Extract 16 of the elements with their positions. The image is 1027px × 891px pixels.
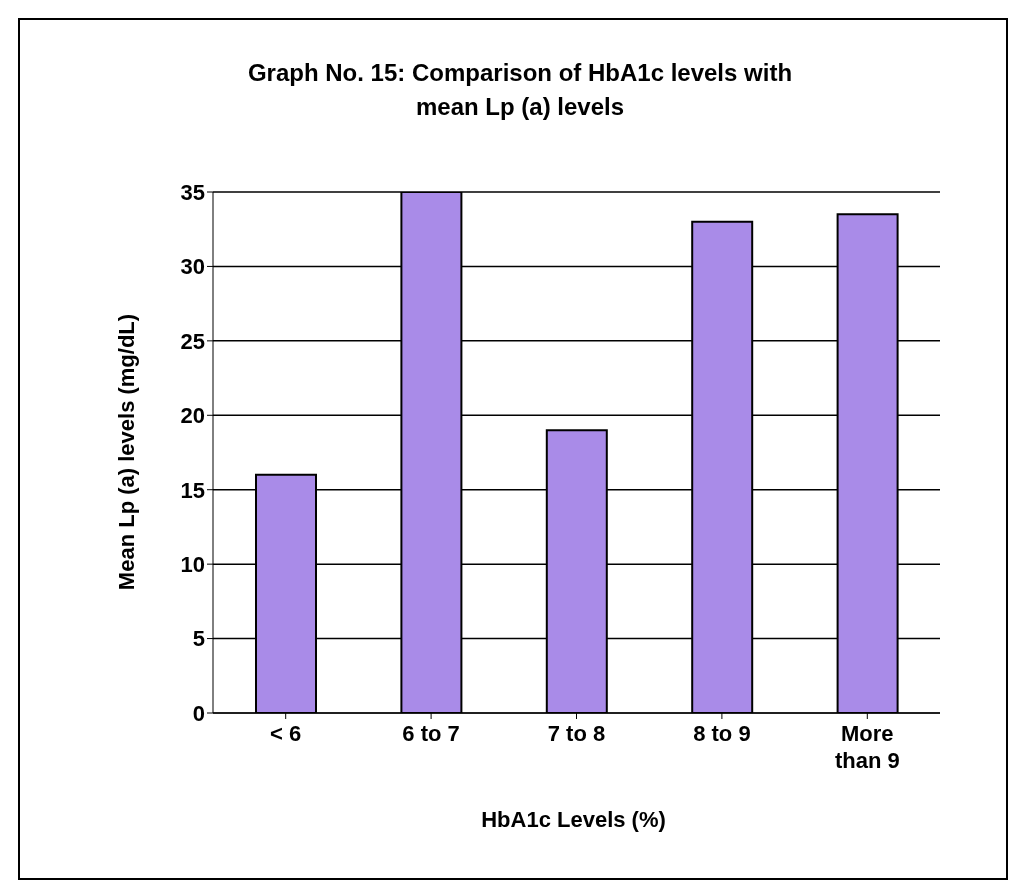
- y-tick-label: 0: [192, 700, 205, 726]
- x-tick-label: More than 9: [834, 721, 900, 773]
- y-tick-label: 25: [180, 328, 205, 354]
- x-tick-label: < 6: [270, 721, 302, 746]
- chart-title: Graph No. 15: Comparison of HbA1c levels with mean Lp (a) levels: [246, 58, 794, 122]
- y-tick-label: 10: [180, 551, 205, 577]
- y-axis-title: Mean Lp (a) levels (mg/dL): [114, 313, 140, 591]
- x-tick-label: 6 to 7: [402, 721, 460, 746]
- x-tick-label: 7 to 8: [547, 721, 606, 746]
- y-tick-label: 30: [180, 254, 205, 280]
- x-tick-label: 8 to 9: [693, 721, 751, 746]
- y-tick-label: 15: [180, 477, 205, 503]
- y-tick-label: 5: [192, 626, 205, 652]
- x-axis-title: HbA1c Levels (%): [480, 807, 667, 833]
- y-tick-label: 20: [180, 403, 205, 429]
- y-tick-label: 35: [180, 179, 205, 205]
